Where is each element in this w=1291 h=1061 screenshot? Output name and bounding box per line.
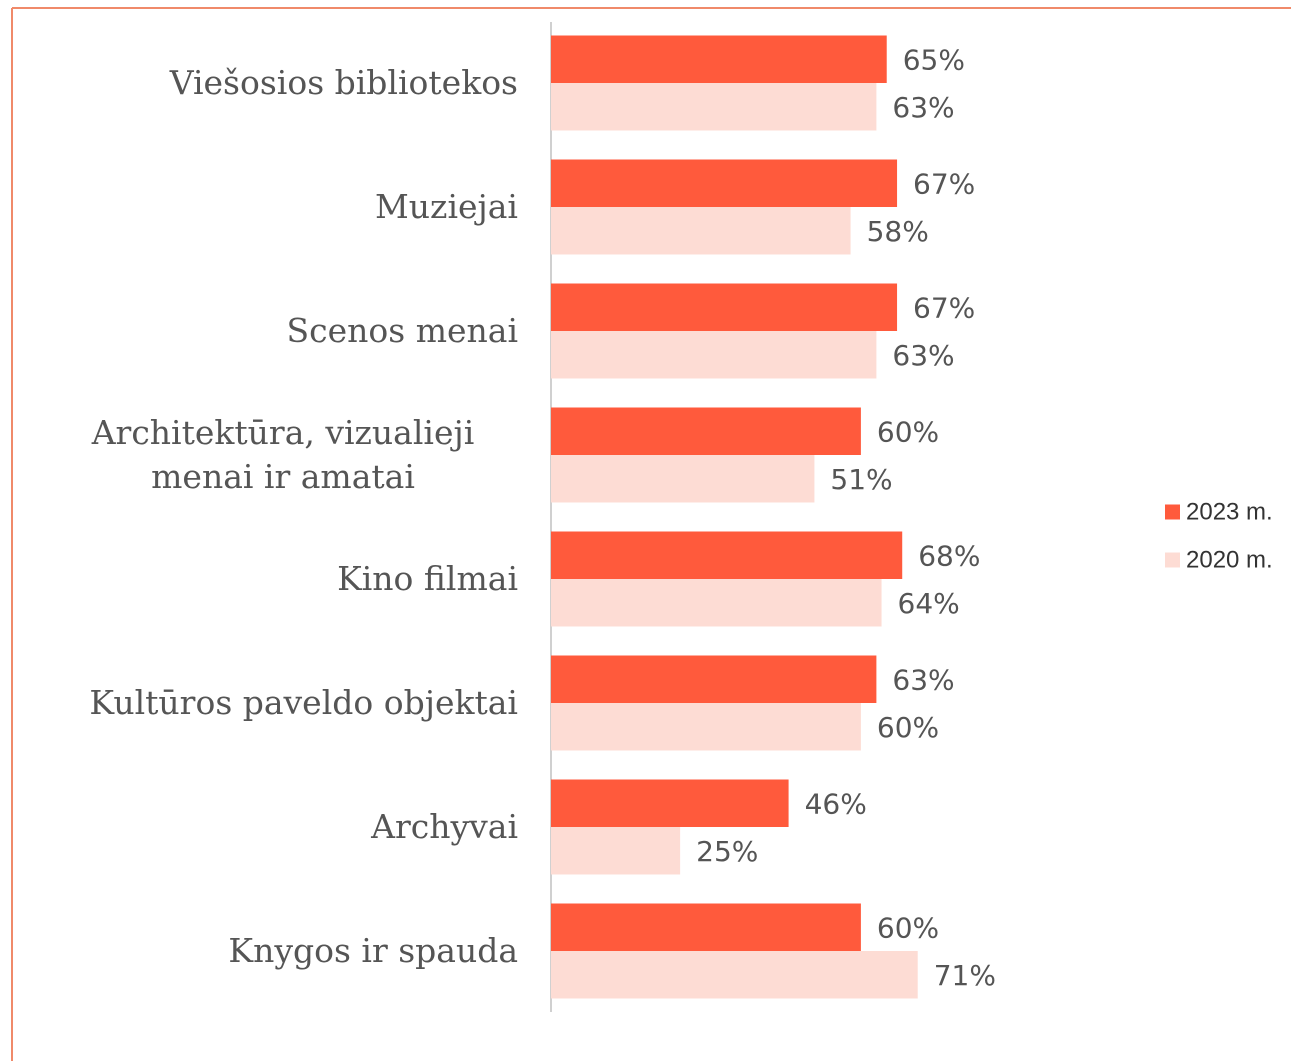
category-label-box: Scenos menai	[40, 281, 518, 381]
value-label: 63%	[892, 91, 954, 124]
value-label: 67%	[913, 291, 975, 324]
value-label: 46%	[805, 787, 867, 820]
value-label: 65%	[903, 43, 965, 76]
value-label: 67%	[913, 167, 975, 200]
legend-label: 2020 m.	[1186, 546, 1273, 573]
legend-swatch	[1165, 504, 1180, 520]
category-label: Kino filmai	[337, 559, 518, 598]
value-label: 51%	[830, 463, 892, 496]
value-label: 60%	[877, 911, 939, 944]
bar	[551, 283, 898, 331]
bar	[551, 531, 903, 579]
category-label-box: Knygos ir spauda	[40, 901, 518, 1001]
bar	[551, 35, 887, 83]
legend-swatch	[1165, 552, 1180, 568]
legend-label: 2023 m.	[1186, 498, 1273, 525]
bar	[551, 779, 789, 827]
category-label: Architektūra, vizualieji menai ir amatai	[91, 413, 475, 496]
bar	[551, 83, 877, 131]
category-label-box: Muziejai	[40, 157, 518, 257]
category-label-box: Viešosios bibliotekos	[40, 33, 518, 133]
category-label: Knygos ir spauda	[228, 931, 518, 970]
bar	[551, 159, 898, 207]
category-label: Archyvai	[371, 807, 518, 846]
value-label: 71%	[934, 959, 996, 992]
category-label: Viešosios bibliotekos	[169, 63, 518, 102]
bar	[551, 455, 815, 503]
bar	[551, 207, 851, 255]
bar	[551, 579, 882, 627]
bar	[551, 827, 681, 875]
value-label: 58%	[867, 215, 929, 248]
bar	[551, 655, 877, 703]
value-label: 60%	[877, 711, 939, 744]
category-label-box: Archyvai	[40, 777, 518, 877]
category-label-box: Architektūra, vizualieji menai ir amatai	[40, 405, 518, 505]
bar	[551, 407, 861, 455]
category-label: Muziejai	[375, 187, 518, 226]
category-label-box: Kultūros paveldo objektai	[40, 653, 518, 753]
bar	[551, 703, 861, 751]
category-label-box: Kino filmai	[40, 529, 518, 629]
value-label: 63%	[892, 339, 954, 372]
value-label: 68%	[918, 539, 980, 572]
category-label: Scenos menai	[286, 311, 518, 350]
value-label: 60%	[877, 415, 939, 448]
value-label: 64%	[898, 587, 960, 620]
category-label: Kultūros paveldo objektai	[89, 683, 518, 722]
bar	[551, 903, 861, 951]
bar	[551, 331, 877, 379]
value-label: 25%	[696, 835, 758, 868]
value-label: 63%	[892, 663, 954, 696]
bar	[551, 951, 918, 999]
